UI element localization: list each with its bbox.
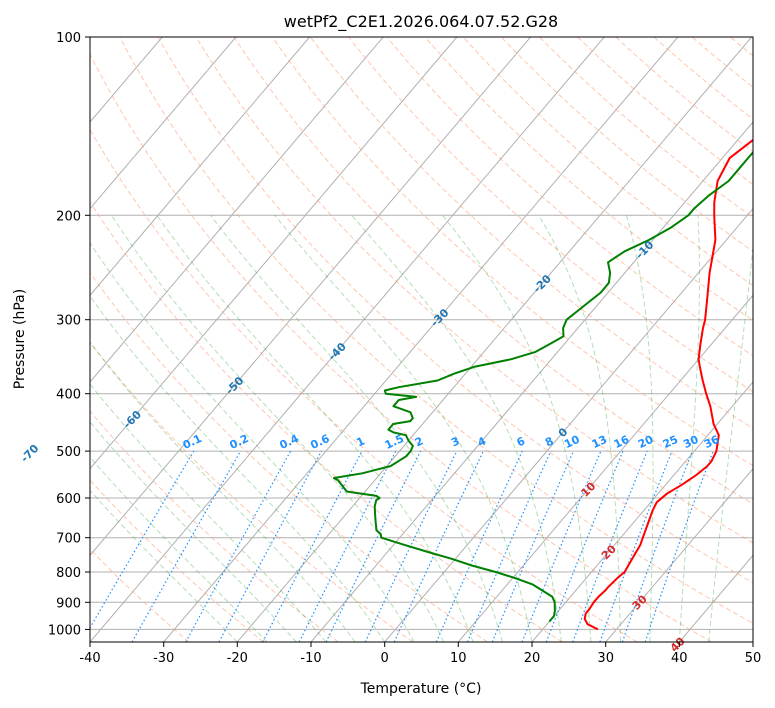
mixing-ratio-line [262,450,363,642]
mixing-ratio-line [599,450,673,642]
dry-adiabat-line [539,37,753,219]
x-axis: -40 -30 -20 -10 0 10 20 30 40 50 [79,642,761,666]
x-tick-label: 40 [671,651,688,666]
x-tick-label: 30 [597,651,614,666]
isotherm-line [384,207,753,642]
dry-adiabat-line [386,37,753,357]
y-tick-label: 300 [56,314,81,329]
dry-adiabat-line [500,37,753,252]
y-tick-label: 400 [56,388,81,403]
temperature-profile-line [583,138,753,631]
dry-adiabat-line [90,53,712,642]
isotherm-line [90,37,605,642]
mixing-ratio-label: 16 [612,433,632,451]
x-tick-label: 0 [381,651,389,666]
mixing-ratio-line [131,450,242,642]
moist-adiabat-line [708,242,753,642]
mixing-ratio-line [621,450,693,642]
moist-adiabat-line [538,215,621,642]
dry-adiabat-line [195,37,753,544]
isotherm-line [531,381,753,642]
x-tick-label: -20 [227,651,248,666]
isotherm-line [457,294,753,642]
x-tick-label: -10 [300,651,321,666]
moist-adiabat-line [678,215,700,642]
y-tick-label: 900 [56,596,81,611]
dry-adiabat-line [615,37,753,153]
isotherm-line [605,467,753,642]
moist-adiabat-line [90,489,238,642]
mixing-ratio-label: 36 [702,433,722,451]
y-tick-label: 200 [56,209,81,224]
y-tick-label: 700 [56,532,81,547]
mixing-ratio-label: 13 [590,433,609,451]
x-axis-label: Temperature (°C) [360,681,482,697]
mixing-ratio-line [521,450,602,642]
isotherm-line [90,37,458,470]
mixing-ratio-line [572,450,648,642]
dry-adiabat-line [119,37,753,625]
mixing-ratio-line [298,450,397,642]
moist-adiabat-line [90,341,356,642]
moist-adiabat-line [625,215,654,642]
moist-adiabat-line [156,215,474,642]
isotherm-line [90,37,310,297]
isotherm-line [236,37,752,642]
mixing-ratio-line [545,450,624,642]
mixing-ratio-label: 25 [661,433,680,451]
mixing-ratio-label: 30 [681,433,701,451]
dry-adiabat-line [90,128,638,642]
mixing-ratio-label: 20 [636,433,656,451]
dry-adiabat-line [424,37,753,321]
y-tick-label: 600 [56,492,81,507]
y-tick-label: 1000 [48,623,81,638]
moist-adiabat-line [90,456,268,642]
dry-adiabat-line [90,341,414,642]
x-tick-label: 50 [745,651,762,666]
background-lines [90,37,753,642]
mixing-ratio-line [466,450,552,642]
moist-adiabat-line [351,214,562,642]
moist-adiabat-line [111,215,445,642]
moist-adiabat-line [90,383,327,642]
x-tick-label: 20 [524,651,541,666]
moist-adiabat-line [210,214,503,642]
dry-adiabat-line [577,37,753,186]
isotherm-line [163,37,679,642]
plot-area: 0.10.20.40.611.52346810131620253036-100-… [18,36,754,655]
y-axis: 100 200 300 400 500 600 700 800 900 1000 [48,31,90,638]
isotherm-line [90,37,384,383]
isotherm-line [90,37,237,210]
dry-adiabat-line [310,37,753,430]
x-tick-label: -30 [153,651,174,666]
mixing-ratio-label: 10 [562,433,582,451]
mixing-ratio-line [185,450,292,642]
dewpoint-profile-line [333,150,753,623]
mixing-ratio-line [90,450,195,630]
dry-adiabat-line [271,37,753,467]
x-tick-label: 10 [450,651,467,666]
x-tick-label: -40 [79,651,100,666]
chart-title: wetPf2_C2E1.2026.064.07.52.G28 [284,12,558,32]
mixing-ratio-line [644,450,714,642]
dry-adiabat-line [90,479,264,642]
y-tick-label: 100 [56,31,81,46]
plot-frame [89,36,754,643]
moist-adiabat-line [90,421,297,642]
y-tick-label: 800 [56,566,81,581]
mixing-ratio-line [491,450,575,642]
dry-adiabat-line [462,37,753,287]
moist-adiabat-line [90,242,415,642]
moist-adiabat-line [274,214,533,642]
mixing-ratio-line [325,450,422,642]
dry-adiabat-line [157,37,753,584]
dry-adiabat-line [90,201,563,642]
series-layer [333,138,753,631]
y-axis-label: Pressure (hPa) [12,289,28,389]
y-tick-label: 500 [56,445,81,460]
isotherm-line [90,37,531,557]
